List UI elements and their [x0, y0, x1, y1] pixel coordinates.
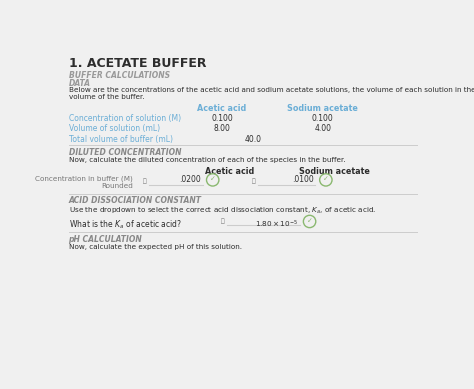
- Text: ✓: ✓: [210, 176, 216, 182]
- Text: 🔒: 🔒: [143, 178, 146, 184]
- Text: ✓: ✓: [307, 217, 312, 224]
- Text: 1. ACETATE BUFFER: 1. ACETATE BUFFER: [69, 58, 206, 70]
- Text: 40.0: 40.0: [245, 135, 262, 144]
- Text: Acetic acid: Acetic acid: [205, 167, 255, 176]
- Text: pH CALCULATION: pH CALCULATION: [69, 235, 142, 244]
- Text: volume of the buffer.: volume of the buffer.: [69, 94, 144, 100]
- Text: Sodium acetate: Sodium acetate: [287, 103, 358, 113]
- Text: Now, calculate the diluted concentration of each of the species in the buffer.: Now, calculate the diluted concentration…: [69, 157, 345, 163]
- Text: 🔒: 🔒: [220, 218, 224, 224]
- Text: .0100: .0100: [292, 175, 313, 184]
- Text: Below are the concentrations of the acetic acid and sodium acetate solutions, th: Below are the concentrations of the acet…: [69, 87, 474, 93]
- Text: 🔒: 🔒: [251, 178, 255, 184]
- Text: Now, calculate the expected pH of this solution.: Now, calculate the expected pH of this s…: [69, 244, 242, 250]
- Text: Total volume of buffer (mL): Total volume of buffer (mL): [69, 135, 173, 144]
- Text: Sodium acetate: Sodium acetate: [299, 167, 370, 176]
- Text: Use the dropdown to select the correct acid dissociation constant, $K_a$, of ace: Use the dropdown to select the correct a…: [69, 205, 376, 216]
- Text: ACID DISSOCIATION CONSTANT: ACID DISSOCIATION CONSTANT: [69, 196, 201, 205]
- Text: 0.100: 0.100: [211, 114, 233, 123]
- Text: DATA: DATA: [69, 79, 91, 88]
- Text: .0200: .0200: [179, 175, 201, 184]
- Text: Concentration of solution (M): Concentration of solution (M): [69, 114, 181, 123]
- Text: Rounded: Rounded: [101, 183, 133, 189]
- Text: $1.80 \times 10^{-5}$: $1.80 \times 10^{-5}$: [255, 218, 298, 230]
- Text: 0.100: 0.100: [312, 114, 334, 123]
- Text: 4.00: 4.00: [314, 124, 331, 133]
- Text: Volume of solution (mL): Volume of solution (mL): [69, 124, 160, 133]
- Text: BUFFER CALCULATIONS: BUFFER CALCULATIONS: [69, 70, 170, 79]
- Text: 8.00: 8.00: [214, 124, 230, 133]
- Text: Acetic acid: Acetic acid: [197, 103, 246, 113]
- Text: ✓: ✓: [323, 176, 329, 182]
- Text: DILUTED CONCENTRATION: DILUTED CONCENTRATION: [69, 147, 181, 156]
- Text: What is the $K_a$ of acetic acid?: What is the $K_a$ of acetic acid?: [69, 218, 182, 231]
- Text: Concentration in buffer (M): Concentration in buffer (M): [35, 175, 133, 182]
